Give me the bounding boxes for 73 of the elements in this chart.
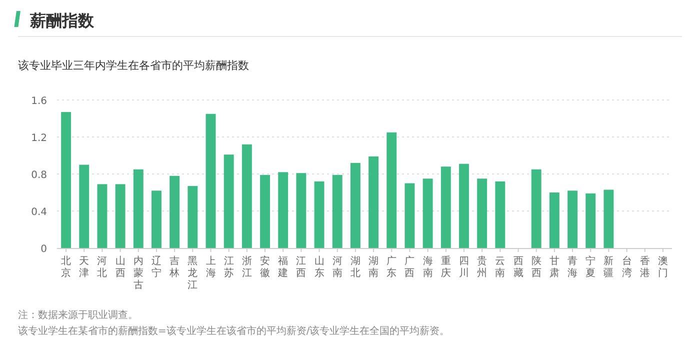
bar bbox=[61, 112, 72, 248]
bar bbox=[477, 178, 488, 248]
bar bbox=[79, 164, 90, 248]
x-tick-label: 澳门 bbox=[658, 255, 668, 279]
x-tick-label: 上海 bbox=[206, 255, 216, 279]
bar bbox=[495, 181, 506, 248]
x-tick-label: 河北 bbox=[97, 255, 108, 279]
x-tick-label: 山西 bbox=[115, 255, 126, 279]
x-tick-label: 江苏 bbox=[224, 255, 234, 279]
x-tick-label: 内蒙古 bbox=[133, 255, 144, 291]
bar bbox=[224, 154, 234, 248]
bar bbox=[459, 164, 469, 248]
bar bbox=[586, 193, 596, 248]
y-tick-label: 1.2 bbox=[31, 133, 47, 144]
x-tick-label: 河南 bbox=[332, 255, 342, 279]
text: 该专业学生在某省市的薪酬指数=该专业学生在该省市的平均薪资/该专业学生在全国的平均薪资。 bbox=[18, 325, 450, 337]
bar bbox=[350, 162, 360, 248]
bar bbox=[604, 190, 614, 248]
bar bbox=[278, 172, 288, 248]
bar bbox=[332, 174, 342, 248]
x-tick-label: 香港 bbox=[640, 255, 650, 279]
x-tick-label: 福建 bbox=[277, 255, 288, 279]
x-tick-label: 广东 bbox=[386, 255, 397, 279]
bar bbox=[368, 156, 379, 248]
bar bbox=[296, 173, 306, 248]
bar bbox=[206, 114, 216, 248]
bar bbox=[386, 132, 397, 248]
x-tick-label: 湖北 bbox=[350, 255, 360, 279]
x-tick-label: 贵州 bbox=[477, 255, 488, 279]
bar bbox=[115, 184, 126, 248]
x-tick-label: 甘肃 bbox=[549, 255, 560, 279]
text: 注：数据来源于职业调查。 bbox=[18, 309, 138, 321]
bar bbox=[314, 181, 324, 248]
bar bbox=[242, 144, 252, 248]
x-tick-label: 重庆 bbox=[440, 255, 451, 279]
x-tick-label: 陕西 bbox=[531, 255, 542, 279]
x-tick-label: 黑龙江 bbox=[188, 256, 198, 291]
x-tick-label: 海南 bbox=[422, 255, 433, 279]
x-tick-label: 天津 bbox=[79, 256, 90, 279]
x-tick-label: 新疆 bbox=[604, 255, 614, 279]
chart-subtitle: 该专业毕业三年内学生在各省市的平均薪酬指数 bbox=[18, 59, 249, 72]
bar bbox=[422, 178, 433, 248]
bar bbox=[188, 186, 198, 248]
x-tick-label: 北京 bbox=[61, 255, 72, 279]
x-tick-label: 广西 bbox=[404, 255, 415, 279]
x-tick-label: 山东 bbox=[314, 255, 324, 279]
bar bbox=[152, 190, 162, 248]
bar bbox=[260, 174, 270, 248]
bar bbox=[133, 169, 144, 248]
x-tick-label: 云南 bbox=[495, 256, 506, 279]
y-tick-label: 0 bbox=[40, 244, 47, 255]
x-tick-label: 浙江 bbox=[242, 255, 252, 279]
y-tick-label: 0.8 bbox=[31, 170, 47, 181]
x-tick-label: 吉林 bbox=[168, 255, 180, 279]
bar bbox=[568, 190, 578, 248]
bar bbox=[440, 166, 451, 248]
x-tick-label: 宁夏 bbox=[586, 255, 596, 279]
y-tick-label: 1.6 bbox=[31, 96, 47, 107]
x-tick-label: 青海 bbox=[568, 255, 578, 279]
bar bbox=[531, 169, 542, 248]
x-tick-label: 辽宁 bbox=[151, 255, 162, 279]
bar bbox=[404, 183, 415, 248]
bar bbox=[97, 184, 108, 248]
x-tick-label: 四川 bbox=[458, 256, 469, 279]
x-tick-label: 安徽 bbox=[260, 255, 270, 279]
x-tick-label: 湖南 bbox=[368, 255, 379, 279]
x-tick-label: 台湾 bbox=[622, 255, 632, 279]
chart-title: 薪酬指数 bbox=[29, 11, 95, 30]
bar bbox=[170, 176, 180, 248]
x-tick-label: 西藏 bbox=[513, 256, 524, 279]
x-tick-label: 江西 bbox=[296, 255, 306, 279]
y-tick-label: 0.4 bbox=[31, 207, 47, 218]
bar bbox=[549, 192, 560, 248]
